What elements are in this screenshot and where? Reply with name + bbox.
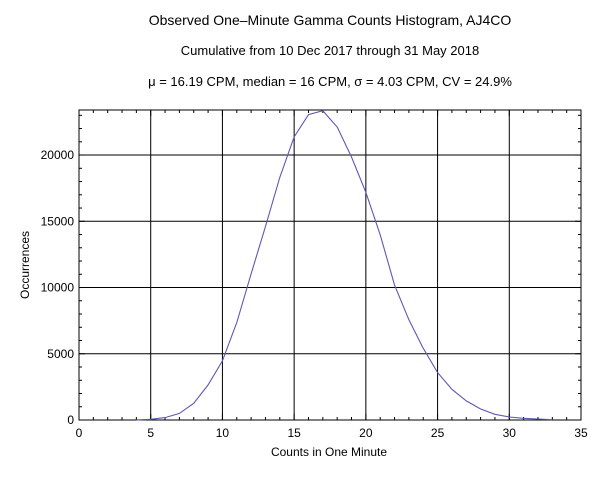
plot-frame	[78, 109, 582, 421]
x-tick-label: 20	[359, 426, 373, 440]
chart-title: Observed One–Minute Gamma Counts Histogr…	[148, 12, 512, 28]
y-tick-label: 15000	[41, 214, 75, 228]
chart-subtitle: Cumulative from 10 Dec 2017 through 31 M…	[180, 43, 480, 58]
y-tick-label: 0	[67, 413, 74, 427]
x-tick-label: 0	[76, 426, 83, 440]
series-line	[136, 110, 553, 421]
x-tick-label: 5	[147, 426, 154, 440]
chart-statistics: μ = 16.19 CPM, median = 16 CPM, σ = 4.03…	[148, 74, 512, 89]
y-tick-label: 20000	[41, 148, 75, 162]
x-axis-label: Counts in One Minute	[271, 445, 387, 459]
y-tick-label: 10000	[41, 281, 75, 295]
y-tick-label: 5000	[47, 347, 74, 361]
x-tick-label: 10	[216, 426, 230, 440]
x-tick-label: 25	[431, 426, 445, 440]
x-tick-label: 30	[503, 426, 517, 440]
x-tick-label: 35	[574, 426, 588, 440]
x-tick-label: 15	[287, 426, 301, 440]
y-axis-label: Occurrences	[18, 231, 32, 299]
